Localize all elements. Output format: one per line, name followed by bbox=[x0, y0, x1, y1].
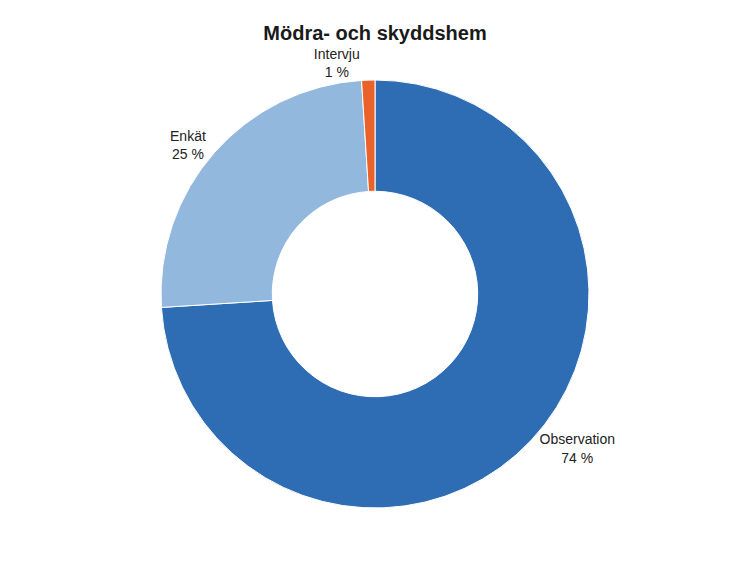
svg-text:Observation74 %: Observation74 % bbox=[540, 431, 615, 465]
svg-text:Mödra- och skyddshem: Mödra- och skyddshem bbox=[263, 22, 486, 44]
svg-text:Enkät25 %: Enkät25 % bbox=[170, 128, 206, 162]
svg-text:Intervju1 %: Intervju1 % bbox=[314, 46, 360, 80]
